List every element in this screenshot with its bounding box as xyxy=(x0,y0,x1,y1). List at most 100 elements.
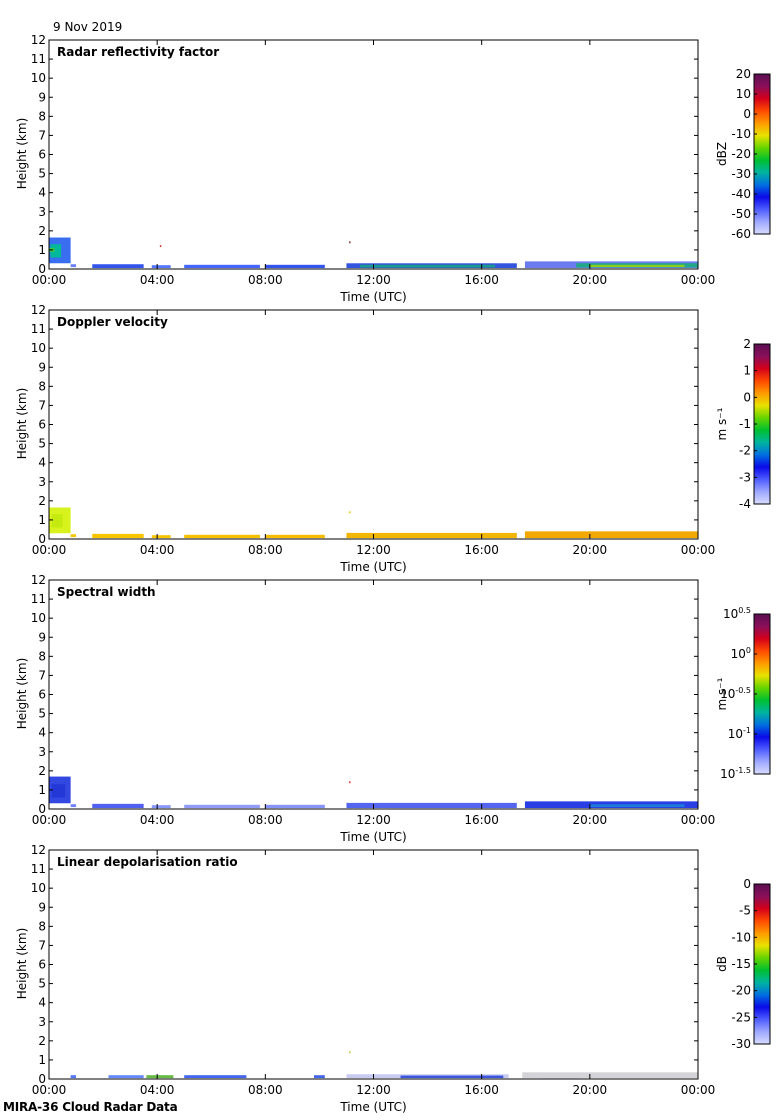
echo-3 xyxy=(92,803,144,809)
y-tick-label: 6 xyxy=(38,418,46,432)
colorbar-unit: m s⁻¹ xyxy=(715,407,729,440)
echo-1 xyxy=(51,514,63,528)
colorbar-tick-label: 10 xyxy=(736,87,751,101)
colorbar-tick-label: 100.5 xyxy=(723,606,751,621)
echo-8 xyxy=(524,531,698,539)
y-axis-label: Height (km) xyxy=(15,118,29,189)
y-tick-label: 10 xyxy=(31,881,46,895)
x-tick-label: 20:00 xyxy=(573,1083,608,1097)
colorbar-tick-label: -30 xyxy=(731,167,751,181)
x-axis-label: Time (UTC) xyxy=(339,290,406,304)
x-tick-label: 08:00 xyxy=(248,813,283,827)
y-tick-label: 4 xyxy=(38,456,46,470)
echo-5 xyxy=(184,534,260,539)
colorbar-unit: dB xyxy=(715,956,729,972)
plot-area xyxy=(49,310,698,539)
x-tick-label: 04:00 xyxy=(140,813,175,827)
colorbar-tick-label: -40 xyxy=(731,187,751,201)
x-tick-label: 16:00 xyxy=(464,813,499,827)
colorbar-tick-label: 1 xyxy=(743,364,751,378)
echo-3 xyxy=(70,264,77,268)
panel-title: Doppler velocity xyxy=(57,315,168,329)
echo-5 xyxy=(151,265,171,269)
colorbar-tick-label: 10-1.5 xyxy=(720,766,751,781)
y-tick-label: 1 xyxy=(38,513,46,527)
y-tick-label: 3 xyxy=(38,1015,46,1029)
colorbar-tick-label: -10 xyxy=(731,930,751,944)
x-tick-label: 20:00 xyxy=(573,543,608,557)
echo-9 xyxy=(349,1051,351,1054)
x-tick-label: 08:00 xyxy=(248,273,283,287)
y-tick-label: 2 xyxy=(38,494,46,508)
y-tick-label: 6 xyxy=(38,148,46,162)
y-tick-label: 12 xyxy=(31,573,46,587)
x-tick-label: 04:00 xyxy=(140,543,175,557)
x-tick-label: 16:00 xyxy=(464,543,499,557)
y-tick-label: 4 xyxy=(38,186,46,200)
plot-area xyxy=(49,580,698,809)
echo-2 xyxy=(70,534,77,538)
x-tick-label: 00:00 xyxy=(32,1083,67,1097)
y-tick-label: 8 xyxy=(38,109,46,123)
x-axis-label: Time (UTC) xyxy=(339,1100,406,1114)
y-tick-label: 2 xyxy=(38,224,46,238)
colorbar-tick-label: -50 xyxy=(731,207,751,221)
echo-6 xyxy=(400,1075,504,1079)
y-tick-label: 9 xyxy=(38,630,46,644)
echo-9 xyxy=(589,804,685,808)
echo-1 xyxy=(50,244,62,258)
y-tick-label: 0 xyxy=(38,532,46,546)
x-tick-label: 20:00 xyxy=(573,273,608,287)
echo-2 xyxy=(70,804,77,808)
echo-7 xyxy=(265,264,325,269)
plot-area xyxy=(49,40,698,269)
echo-9 xyxy=(349,511,351,514)
x-tick-label: 00:00 xyxy=(32,273,67,287)
y-tick-label: 7 xyxy=(38,398,46,412)
echo-3 xyxy=(92,533,144,539)
y-tick-label: 8 xyxy=(38,379,46,393)
colorbar-tick-label: -60 xyxy=(731,227,751,241)
x-tick-label: 00:00 xyxy=(681,543,716,557)
echo-8 xyxy=(522,1072,698,1079)
colorbar-tick-label: -10 xyxy=(731,127,751,141)
colorbar-tick-exponent: 0 xyxy=(746,646,751,655)
y-tick-label: 6 xyxy=(38,688,46,702)
y-tick-label: 9 xyxy=(38,360,46,374)
colorbar-tick-exponent: -0.5 xyxy=(735,686,751,695)
y-axis-label: Height (km) xyxy=(15,658,29,729)
echo-1 xyxy=(108,1075,144,1079)
y-tick-label: 8 xyxy=(38,649,46,663)
x-tick-label: 12:00 xyxy=(356,1083,391,1097)
y-tick-label: 7 xyxy=(38,938,46,952)
x-tick-label: 08:00 xyxy=(248,1083,283,1097)
echo-6 xyxy=(184,264,260,269)
y-tick-label: 1 xyxy=(38,783,46,797)
colorbar-tick-label: -4 xyxy=(739,497,751,511)
y-tick-label: 5 xyxy=(38,707,46,721)
y-tick-label: 1 xyxy=(38,243,46,257)
y-tick-label: 7 xyxy=(38,128,46,142)
y-tick-label: 11 xyxy=(31,592,46,606)
panel-title: Radar reflectivity factor xyxy=(57,45,219,59)
y-tick-label: 11 xyxy=(31,52,46,66)
y-tick-label: 11 xyxy=(31,862,46,876)
colorbar-tick-label: -2 xyxy=(739,444,751,458)
x-tick-label: 00:00 xyxy=(32,543,67,557)
echo-7 xyxy=(346,532,517,539)
colorbar-tick-label: -25 xyxy=(731,1010,751,1024)
x-axis-label: Time (UTC) xyxy=(339,830,406,844)
colorbar-unit: dBZ xyxy=(715,142,729,166)
echo-2 xyxy=(146,1075,174,1079)
y-tick-label: 3 xyxy=(38,205,46,219)
echo-9 xyxy=(359,264,496,268)
y-tick-label: 7 xyxy=(38,668,46,682)
echo-1 xyxy=(51,784,66,798)
colorbar-tick-label: 10-1 xyxy=(728,726,751,741)
y-tick-label: 2 xyxy=(38,764,46,778)
